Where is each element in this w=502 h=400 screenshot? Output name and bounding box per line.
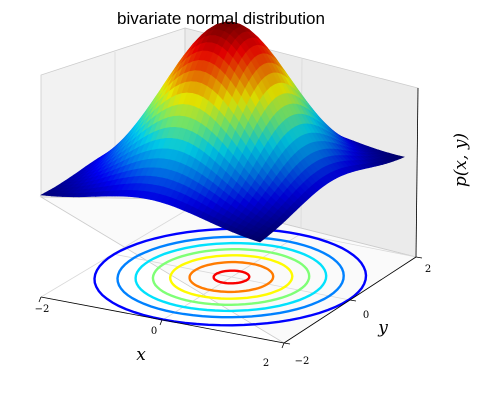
y-tick-label: 2	[425, 264, 431, 275]
z-axis-line	[415, 87, 419, 258]
contour-line	[212, 269, 251, 285]
surface-plot	[39, 21, 405, 243]
contour-line	[168, 254, 294, 300]
tick-mark	[415, 256, 423, 259]
contour-projection	[93, 227, 368, 327]
contour-line	[188, 260, 275, 294]
x-tick-label: 2	[263, 358, 269, 369]
x-tick-label: 0	[151, 326, 157, 337]
z-axis-label: p(x, y)	[451, 133, 471, 187]
tick-mark	[281, 342, 285, 349]
contour-line	[134, 241, 328, 313]
tick-marks	[38, 256, 423, 349]
tick-mark	[349, 299, 357, 302]
contour-line	[116, 235, 345, 319]
x-axis-label: x	[136, 345, 146, 365]
tick-mark	[159, 319, 163, 326]
x-axis-line	[40, 296, 285, 344]
contour-line	[93, 227, 368, 327]
x-tick-label: −2	[35, 304, 50, 315]
surface-patch	[253, 236, 265, 243]
chart-title: bivariate normal distribution	[117, 9, 325, 28]
tick-mark	[38, 296, 42, 303]
contour-line	[151, 248, 311, 306]
grid-line	[112, 253, 351, 301]
y-tick-label: 0	[363, 310, 369, 321]
y-axis-label: y	[377, 318, 388, 338]
tick-mark	[283, 342, 291, 345]
y-tick-label: −2	[295, 356, 310, 367]
